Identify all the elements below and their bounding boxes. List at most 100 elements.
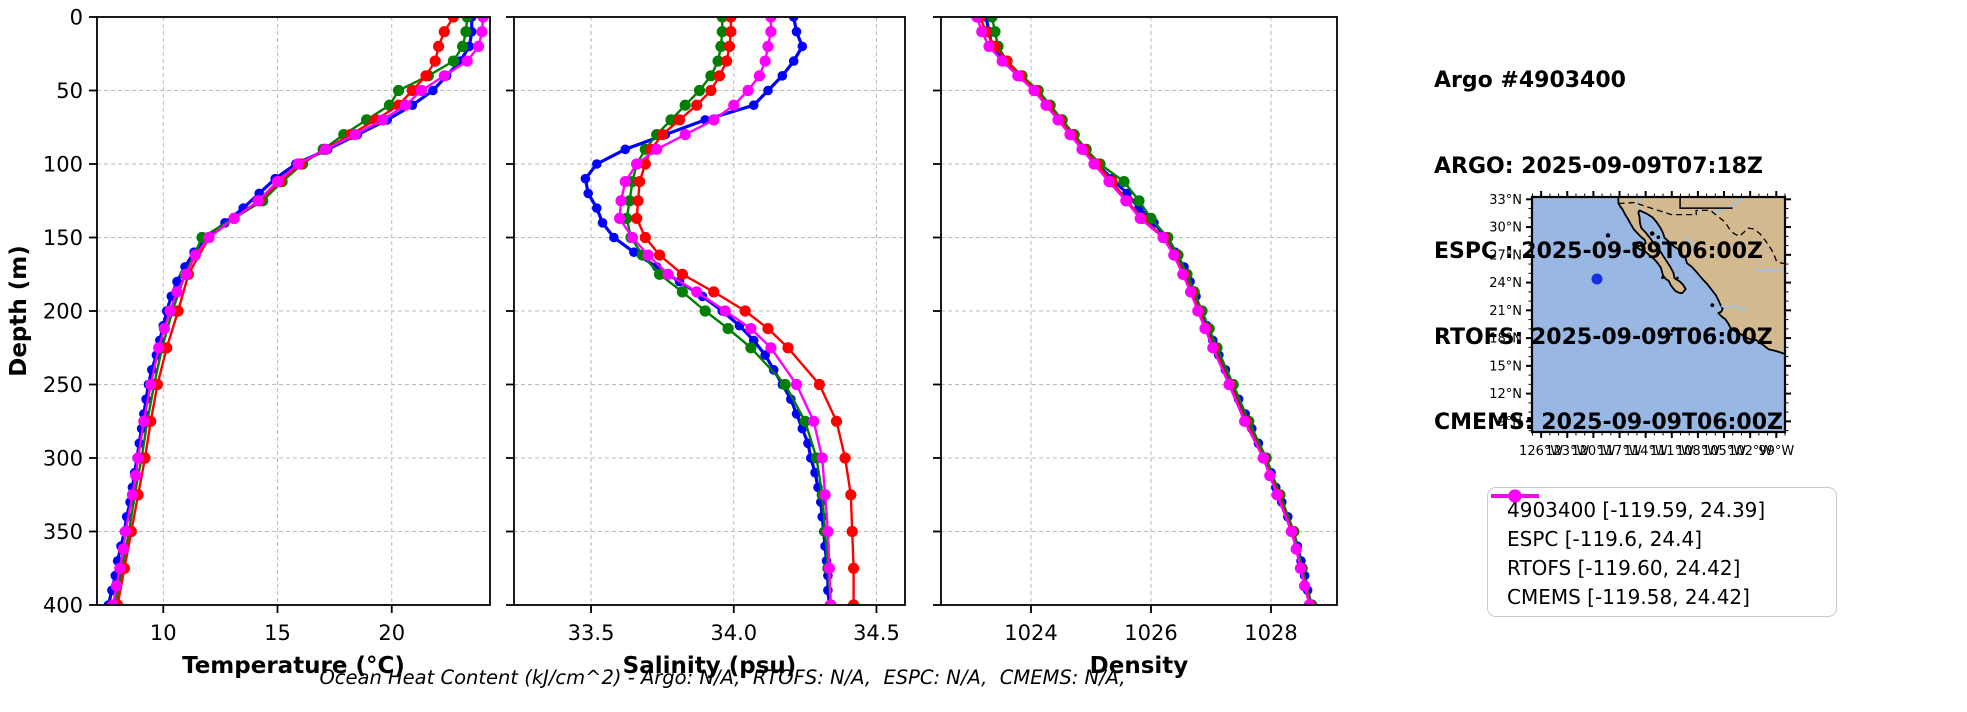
data-point-marker: [319, 143, 332, 155]
y-tick-label: 300: [43, 447, 83, 471]
data-point-marker: [808, 415, 820, 427]
map-lat-label: 33°N: [1489, 193, 1522, 208]
data-point-marker: [1145, 212, 1157, 224]
map-lat-label: 18°N: [1489, 332, 1522, 347]
location-map: 33°N 30°N 27°N 24°N 21°N 18°N 15°N 12°N 9°N 126°W…: [1489, 191, 1794, 459]
legend-dot: [1508, 489, 1522, 503]
data-point-marker: [447, 17, 459, 23]
map-lat-label: 24°N: [1489, 276, 1522, 291]
data-point-marker: [138, 415, 150, 427]
data-point-marker: [1134, 212, 1146, 224]
legend-item-0: 4903400 [-119.59, 24.39]: [1491, 489, 1836, 524]
map-lon-label: 114°W: [1624, 444, 1668, 459]
data-point-marker: [816, 452, 828, 464]
data-point-marker: [415, 84, 428, 97]
data-point-marker: [476, 26, 488, 38]
data-point-marker: [1157, 231, 1169, 244]
data-point-marker: [172, 276, 182, 287]
data-point-marker: [631, 158, 643, 170]
argo-timestamp: ARGO: 2025-09-09T07:18Z: [1434, 153, 1763, 179]
data-point-marker: [1299, 580, 1311, 592]
data-point-marker: [768, 365, 779, 375]
data-point-marker: [1271, 489, 1283, 501]
data-point-marker: [819, 489, 831, 501]
x-tick-label: 15: [264, 621, 291, 645]
data-point-marker: [763, 85, 773, 96]
y-tick-label: 250: [43, 373, 83, 397]
data-point-marker: [691, 99, 703, 111]
data-point-marker: [393, 84, 405, 97]
data-point-marker: [1303, 599, 1315, 605]
data-point-marker: [1177, 268, 1189, 280]
y-tick-label: 200: [43, 300, 83, 324]
data-point-marker: [153, 342, 165, 354]
data-point-marker: [1103, 176, 1115, 188]
data-point-marker: [1207, 342, 1219, 354]
data-point-marker: [271, 176, 284, 188]
map-lat-label: 21°N: [1489, 304, 1522, 319]
series-line: [625, 17, 832, 605]
data-point-marker: [791, 26, 802, 37]
map-lat-label: 9°N: [1498, 415, 1523, 430]
data-point-marker: [592, 159, 602, 169]
data-point-marker: [399, 99, 412, 111]
map-lon-label: 99°W: [1758, 444, 1794, 459]
data-point-marker: [1223, 378, 1235, 391]
data-point-marker: [1064, 129, 1076, 141]
data-point-marker: [1088, 158, 1100, 170]
data-point-marker: [619, 176, 631, 188]
data-point-marker: [120, 525, 132, 538]
map-lon-label: 102°W: [1728, 444, 1772, 459]
float-position-dot: [1591, 273, 1603, 285]
data-point-marker: [765, 17, 777, 23]
data-point-marker: [631, 212, 643, 224]
data-point-marker: [447, 55, 459, 67]
data-point-marker: [614, 212, 626, 224]
data-point-marker: [779, 378, 791, 391]
data-point-marker: [845, 489, 857, 501]
data-point-marker: [580, 173, 591, 184]
data-point-marker: [822, 525, 834, 538]
data-point-marker: [583, 188, 593, 199]
map-river: [1720, 304, 1747, 310]
data-point-marker: [1264, 470, 1276, 482]
x-tick-label: 1024: [1004, 621, 1057, 645]
map-lat-label: 27°N: [1489, 248, 1522, 263]
data-point-marker: [759, 55, 771, 67]
data-point-marker: [788, 17, 799, 22]
data-point-marker: [1239, 415, 1251, 427]
series-rtofs: [631, 17, 860, 605]
data-point-marker: [292, 158, 304, 170]
data-point-marker: [830, 415, 843, 427]
legend-label: CMEMS [-119.58, 24.42]: [1507, 584, 1750, 609]
map-lon-label: 117°W: [1597, 444, 1641, 459]
data-point-marker: [1294, 562, 1306, 574]
data-point-marker: [654, 249, 666, 261]
data-point-marker: [1168, 249, 1180, 261]
data-point-marker: [745, 323, 757, 335]
data-point-marker: [642, 249, 654, 261]
data-point-marker: [705, 84, 717, 97]
density-panel: 1024 1026 1028 Density: [933, 16, 1338, 679]
data-point-marker: [790, 378, 803, 391]
data-point-marker: [457, 40, 469, 53]
data-point-marker: [110, 580, 122, 592]
y-tick-label: 0: [70, 6, 83, 30]
legend-item-3: CMEMS [-119.58, 24.42]: [1491, 489, 1836, 611]
ocean-heat-content-note: Ocean Heat Content (kJ/cm^2) - Argo: N/A…: [319, 666, 1126, 689]
data-point-marker: [1199, 323, 1211, 335]
data-point-marker: [846, 525, 858, 538]
data-point-marker: [753, 70, 766, 82]
data-point-marker: [679, 129, 691, 141]
figure-title: Argo #4903400: [1434, 68, 1626, 93]
data-point-marker: [656, 129, 669, 141]
data-point-marker: [624, 195, 636, 207]
x-axis-label: Temperature (°C): [182, 653, 405, 679]
data-point-marker: [180, 268, 192, 280]
legend-label: RTOFS [-119.60, 24.42]: [1507, 555, 1741, 580]
map-river: [1636, 197, 1643, 211]
map-lon-label: 123°W: [1545, 444, 1589, 459]
map-river: [1685, 236, 1703, 252]
data-point-marker: [349, 129, 361, 141]
salinity-panel: 33.5 34.0 34.5 Salinity (psu): [506, 16, 906, 679]
